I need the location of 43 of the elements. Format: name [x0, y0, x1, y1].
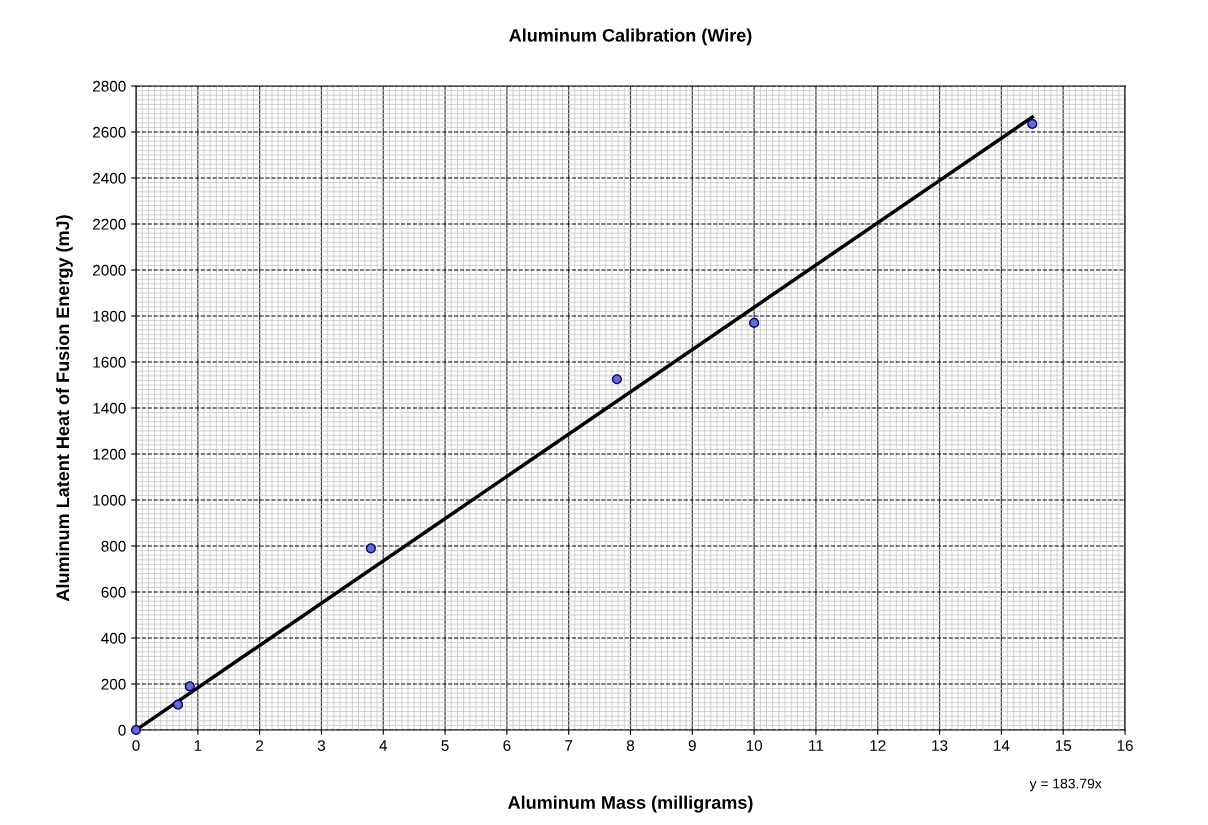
x-tick-label: 3: [317, 740, 326, 751]
x-tick-label: 1: [194, 740, 202, 751]
y-tick-label: 2600: [93, 126, 126, 138]
y-tick-label: 1000: [93, 494, 126, 506]
y-tick-label: 800: [101, 540, 126, 552]
x-tick-label: 2: [256, 740, 264, 751]
x-tick-label: 7: [565, 740, 573, 751]
x-tick-label: 4: [379, 740, 388, 751]
point: [611, 374, 622, 385]
x-tick-label: 14: [994, 740, 1010, 751]
y-tick-label: 1200: [93, 448, 126, 460]
x-tick-label: 11: [809, 740, 824, 751]
y-tick-label: 2200: [93, 218, 126, 230]
y-tick-label: 400: [101, 632, 126, 644]
point: [184, 681, 195, 692]
point: [365, 543, 376, 554]
x-tick-label: 16: [1117, 740, 1133, 751]
x-axis-title: Aluminum Mass (milligrams): [508, 795, 753, 813]
y-tick-label: 1600: [93, 356, 126, 368]
x-tick-label: 13: [932, 740, 948, 751]
point: [172, 699, 184, 710]
chart-title: Aluminum Calibration (Wire): [509, 28, 752, 46]
y-axis-title: Aluminum Latent Heat of Fusion Energy (mJ): [55, 215, 73, 602]
y-tick-label: 2800: [93, 80, 126, 92]
x-tick-label: 9: [688, 740, 696, 751]
x-tick-label: 10: [746, 740, 763, 751]
x-tick-label: 8: [626, 740, 635, 751]
point: [1027, 118, 1038, 130]
point: [130, 724, 142, 736]
x-tick-label: 15: [1055, 740, 1072, 751]
x-tick-label: 0: [132, 740, 140, 751]
x-tick-label: 12: [870, 740, 886, 751]
x-tick-label: 6: [503, 740, 511, 751]
y-tick-label: 0: [118, 724, 126, 736]
text: y = 183.79x: [1029, 778, 1102, 792]
y-tick-label: 1800: [93, 310, 126, 322]
y-tick-label: 1400: [93, 402, 126, 414]
y-tick-label: 200: [101, 678, 126, 690]
x-tick-label: 5: [441, 740, 449, 751]
y-tick-label: 600: [101, 586, 126, 598]
y-tick-label: 2000: [93, 264, 126, 276]
point: [749, 317, 760, 328]
y-tick-label: 2400: [93, 172, 126, 184]
